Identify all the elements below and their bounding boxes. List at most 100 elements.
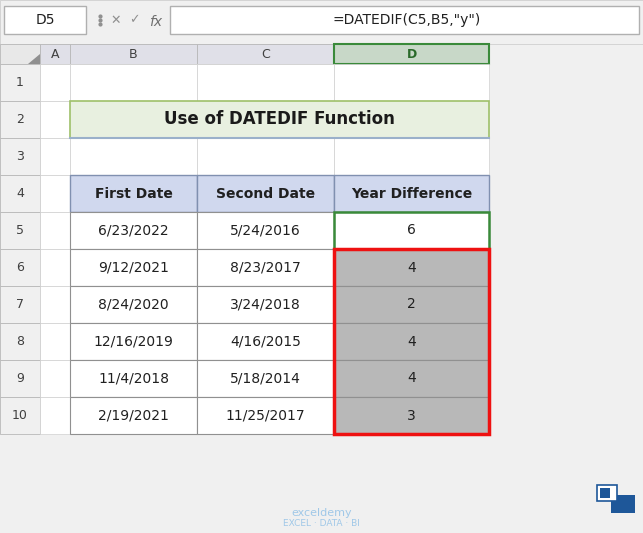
Bar — [334, 286, 489, 323]
Bar — [40, 360, 70, 397]
Bar — [334, 138, 489, 175]
Text: 11/4/2018: 11/4/2018 — [98, 372, 169, 385]
Text: C: C — [261, 47, 270, 61]
Bar — [0, 212, 40, 249]
Text: 3: 3 — [16, 150, 24, 163]
Bar — [600, 488, 610, 498]
Text: 9/12/2021: 9/12/2021 — [98, 261, 169, 274]
Text: 7: 7 — [16, 298, 24, 311]
Bar — [40, 44, 70, 64]
Bar — [40, 212, 70, 249]
Text: 6: 6 — [407, 223, 416, 238]
Bar — [70, 323, 197, 360]
Text: 9: 9 — [16, 372, 24, 385]
Bar — [70, 212, 197, 249]
Bar — [334, 44, 489, 64]
Text: 2: 2 — [407, 297, 416, 311]
Bar — [70, 397, 197, 434]
Bar — [611, 495, 635, 513]
Text: fx: fx — [149, 15, 163, 29]
Text: 2: 2 — [16, 113, 24, 126]
Text: ✓: ✓ — [129, 13, 140, 27]
Bar — [40, 138, 70, 175]
Bar — [0, 397, 40, 434]
Bar — [0, 0, 643, 44]
Bar — [70, 101, 489, 138]
Text: 5: 5 — [16, 224, 24, 237]
Bar — [334, 212, 489, 249]
Text: EXCEL · DATA · BI: EXCEL · DATA · BI — [283, 520, 360, 529]
Bar — [334, 397, 489, 434]
Bar — [197, 360, 334, 397]
Bar — [70, 64, 197, 101]
Text: 4: 4 — [16, 187, 24, 200]
Bar — [0, 323, 40, 360]
Bar — [0, 360, 40, 397]
Text: ✕: ✕ — [111, 13, 122, 27]
Bar — [334, 64, 489, 101]
Bar — [0, 101, 40, 138]
Bar — [0, 44, 40, 64]
Bar — [40, 175, 70, 212]
Bar — [334, 360, 489, 397]
Text: 2/19/2021: 2/19/2021 — [98, 408, 169, 423]
Text: 3: 3 — [407, 408, 416, 423]
Bar — [70, 249, 197, 286]
Text: 4: 4 — [407, 335, 416, 349]
Bar — [0, 64, 40, 101]
Text: Year Difference: Year Difference — [351, 187, 472, 200]
Text: 8: 8 — [16, 335, 24, 348]
Text: 8/23/2017: 8/23/2017 — [230, 261, 301, 274]
Bar — [334, 323, 489, 360]
Bar — [70, 138, 197, 175]
Bar — [197, 44, 334, 64]
Bar — [4, 6, 86, 34]
Bar — [197, 286, 334, 323]
Bar — [197, 397, 334, 434]
Text: First Date: First Date — [95, 187, 172, 200]
Text: =DATEDIF(C5,B5,"y"): =DATEDIF(C5,B5,"y") — [332, 13, 480, 27]
Bar — [197, 249, 334, 286]
Bar — [197, 212, 334, 249]
Bar — [0, 286, 40, 323]
Bar — [70, 175, 197, 212]
Bar — [197, 64, 334, 101]
Bar — [334, 175, 489, 212]
Bar — [197, 323, 334, 360]
Text: 10: 10 — [12, 409, 28, 422]
Bar — [40, 397, 70, 434]
Text: 4: 4 — [407, 372, 416, 385]
Bar — [170, 6, 639, 34]
Text: 4/16/2015: 4/16/2015 — [230, 335, 301, 349]
Bar — [197, 138, 334, 175]
Text: 8/24/2020: 8/24/2020 — [98, 297, 169, 311]
Bar — [197, 175, 334, 212]
Text: Second Date: Second Date — [216, 187, 315, 200]
Bar — [70, 360, 197, 397]
Bar — [0, 138, 40, 175]
Bar — [70, 44, 197, 64]
Text: 1: 1 — [16, 76, 24, 89]
Bar — [334, 212, 489, 249]
Text: A: A — [51, 47, 59, 61]
Text: D5: D5 — [35, 13, 55, 27]
Bar — [40, 249, 70, 286]
Text: D: D — [406, 47, 417, 61]
Bar — [334, 249, 489, 286]
Text: 4: 4 — [407, 261, 416, 274]
Bar — [334, 249, 489, 434]
Text: 6: 6 — [16, 261, 24, 274]
Bar — [40, 64, 70, 101]
Text: 3/24/2018: 3/24/2018 — [230, 297, 301, 311]
Bar — [0, 249, 40, 286]
Polygon shape — [28, 54, 40, 64]
Bar — [597, 485, 617, 501]
Text: 12/16/2019: 12/16/2019 — [94, 335, 174, 349]
Bar — [40, 323, 70, 360]
Text: B: B — [129, 47, 138, 61]
Bar — [40, 101, 70, 138]
Bar — [40, 286, 70, 323]
Text: exceldemy: exceldemy — [291, 508, 352, 518]
Text: 11/25/2017: 11/25/2017 — [226, 408, 305, 423]
Text: 5/24/2016: 5/24/2016 — [230, 223, 301, 238]
